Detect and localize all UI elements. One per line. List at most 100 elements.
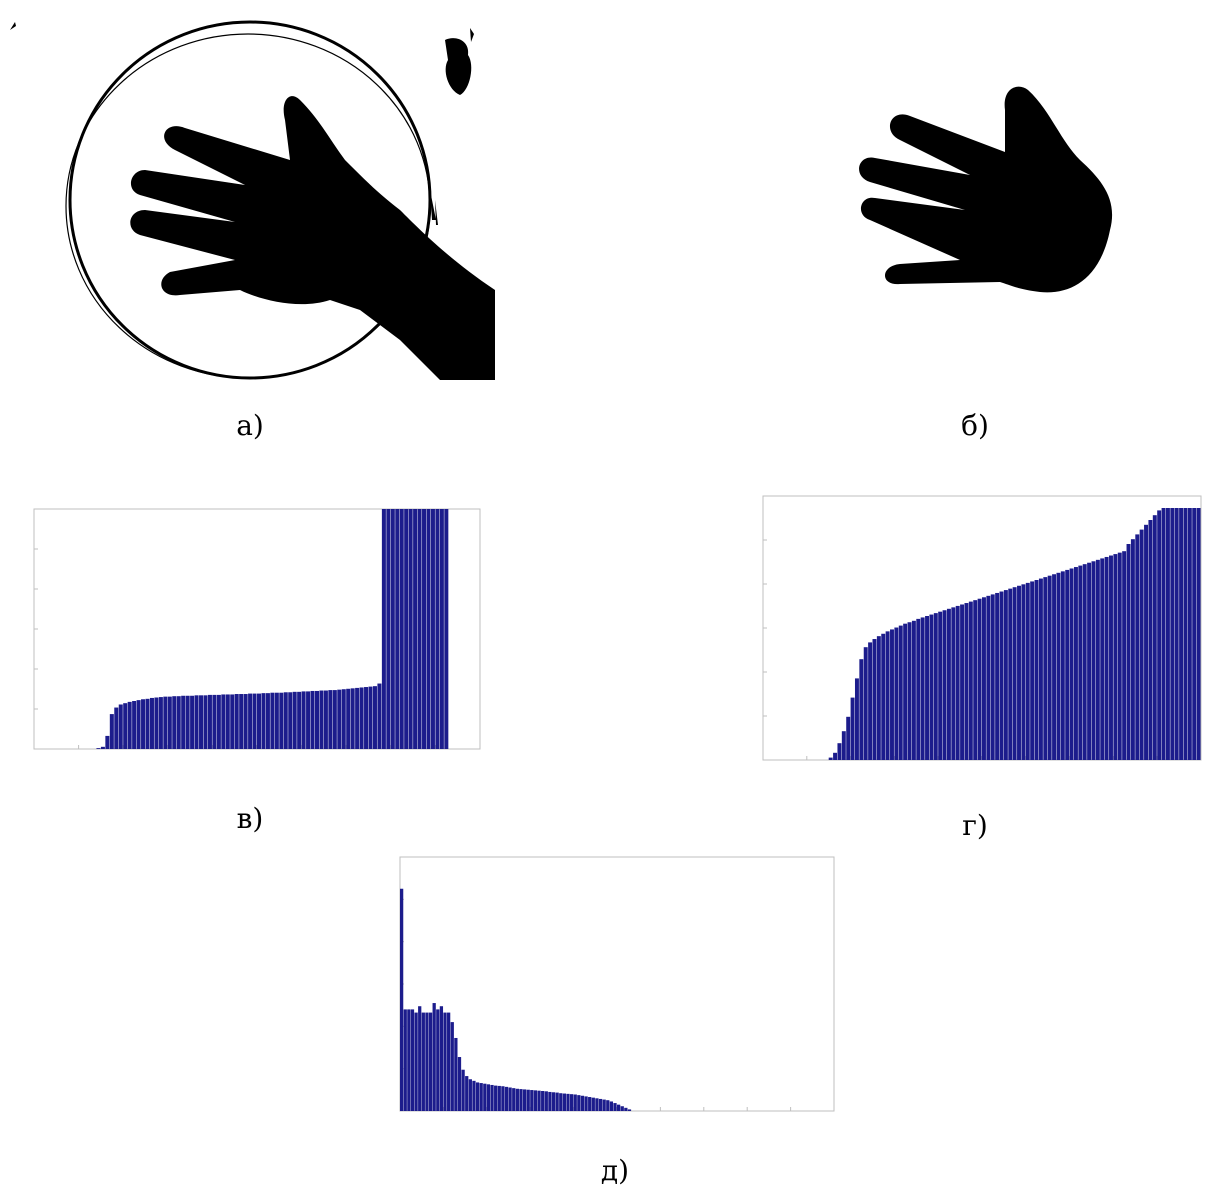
binary-hand-noisy-figure xyxy=(10,20,495,380)
bar xyxy=(408,509,413,749)
bar xyxy=(898,625,903,760)
bar xyxy=(323,690,328,749)
bar xyxy=(372,686,377,749)
bar xyxy=(872,639,877,760)
bar xyxy=(595,1098,599,1111)
bar xyxy=(933,613,938,760)
bar xyxy=(541,1090,545,1111)
bar xyxy=(301,691,306,749)
bar xyxy=(1052,574,1057,760)
bar xyxy=(252,693,257,749)
bar xyxy=(1017,585,1021,760)
bar xyxy=(613,1103,617,1111)
bar xyxy=(1038,578,1043,760)
bar xyxy=(1174,508,1179,760)
bar xyxy=(530,1090,534,1111)
bar xyxy=(118,704,123,749)
bar xyxy=(1012,587,1017,760)
bar xyxy=(508,1087,512,1111)
bar xyxy=(968,601,973,760)
bar xyxy=(432,1003,436,1111)
bar xyxy=(1144,524,1149,760)
bar xyxy=(999,591,1004,760)
bar xyxy=(501,1086,505,1111)
caption-b: б) xyxy=(961,409,989,442)
bar xyxy=(620,1106,624,1111)
bar xyxy=(283,692,288,749)
bar xyxy=(145,698,150,749)
chart-v-svg xyxy=(33,508,481,750)
bar xyxy=(833,752,838,760)
bar xyxy=(841,731,846,760)
bar xyxy=(185,695,190,749)
bar xyxy=(1117,552,1122,760)
chart-v xyxy=(28,505,488,760)
bar xyxy=(176,696,181,749)
bar xyxy=(606,1100,610,1111)
bar xyxy=(292,691,297,749)
bar xyxy=(1196,508,1201,760)
bar xyxy=(288,692,293,749)
bar xyxy=(881,633,886,760)
bar xyxy=(515,1088,519,1111)
bar xyxy=(328,690,333,749)
bar xyxy=(1130,539,1135,760)
bar xyxy=(1087,562,1092,760)
bar xyxy=(257,693,262,749)
bar xyxy=(609,1101,614,1111)
bar xyxy=(885,631,890,760)
bar xyxy=(444,509,449,749)
bar xyxy=(598,1098,603,1111)
bar xyxy=(454,1037,458,1111)
chart-g xyxy=(755,490,1205,765)
binary-hand-clean-figure xyxy=(859,86,1113,293)
bar xyxy=(548,1091,552,1111)
panel-a-image xyxy=(0,10,495,380)
bar xyxy=(109,714,114,749)
chart-d-svg xyxy=(399,856,835,1112)
bar xyxy=(1139,529,1144,760)
bar xyxy=(1056,572,1061,760)
bar xyxy=(368,686,373,749)
bar xyxy=(526,1089,530,1111)
bar xyxy=(920,617,925,760)
bar xyxy=(964,603,969,760)
bar xyxy=(190,695,195,749)
caption-g: г) xyxy=(962,809,988,842)
bar xyxy=(569,1094,574,1111)
bar xyxy=(1170,508,1175,760)
bar xyxy=(332,690,337,749)
bar xyxy=(443,1012,447,1111)
bar xyxy=(436,1009,440,1111)
bar xyxy=(1078,565,1083,760)
bar xyxy=(132,701,137,749)
bar xyxy=(504,1086,509,1111)
bar xyxy=(929,614,934,760)
bar xyxy=(555,1092,559,1111)
bar xyxy=(472,1080,476,1111)
bar xyxy=(346,688,351,749)
bar xyxy=(522,1089,527,1111)
bar xyxy=(894,627,899,760)
bar xyxy=(986,595,991,760)
bar xyxy=(319,690,324,749)
bar xyxy=(617,1104,621,1111)
bar xyxy=(297,691,302,749)
bar xyxy=(486,1084,491,1111)
bar xyxy=(181,695,186,749)
chart-d xyxy=(390,853,838,1123)
bar xyxy=(310,690,315,749)
bar xyxy=(355,687,360,749)
bar xyxy=(1069,568,1074,760)
bar xyxy=(1030,581,1035,760)
bar xyxy=(225,694,230,749)
bar xyxy=(248,693,253,749)
bar xyxy=(519,1089,523,1111)
bar xyxy=(483,1083,487,1111)
bar xyxy=(876,636,881,760)
bar xyxy=(105,735,110,749)
bar xyxy=(562,1093,567,1111)
bar xyxy=(461,1069,465,1111)
bar xyxy=(602,1099,606,1111)
bar xyxy=(960,604,965,760)
